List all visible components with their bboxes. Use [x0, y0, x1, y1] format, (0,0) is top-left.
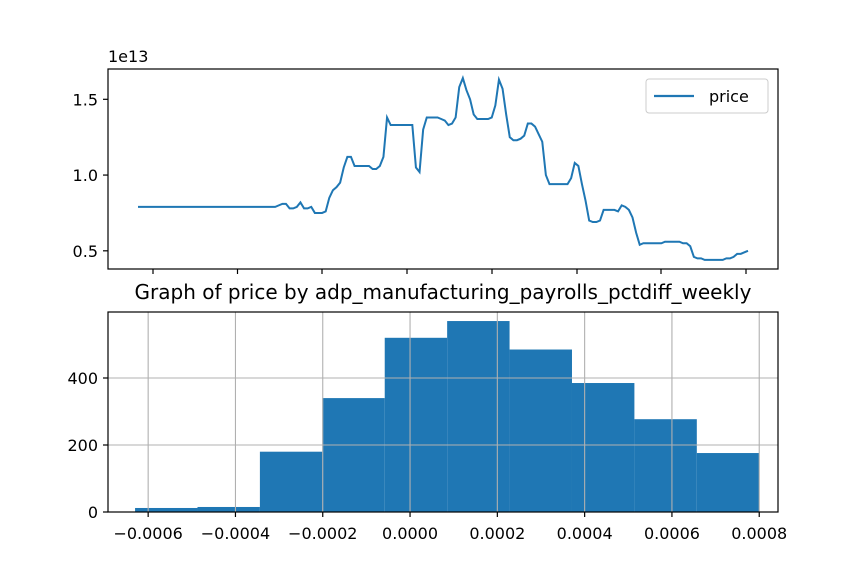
y-axis-offset-label: 1e13 — [108, 47, 148, 66]
histogram-bar — [135, 507, 198, 512]
histogram-y-tick-label: 200 — [67, 436, 98, 455]
histogram-x-tick-label: 0.0000 — [382, 524, 438, 543]
histogram-bar — [197, 506, 260, 512]
line-chart-y-ticks: 0.5 1.0 1.5 — [73, 90, 108, 261]
histogram-title: Graph of price by adp_manufacturing_payr… — [135, 280, 752, 304]
price-line-chart: 0.5 1.0 1.5 1e13 price — [73, 47, 779, 274]
histogram-bar — [696, 453, 760, 512]
histogram-x-tick-label: −0.0002 — [288, 524, 357, 543]
histogram-bar — [634, 419, 697, 512]
histogram-x-tick-label: 0.0006 — [644, 524, 700, 543]
histogram-y-tick-label: 0 — [88, 503, 98, 522]
histogram-bar — [259, 451, 323, 512]
histogram-x-ticks: −0.0006 −0.0004 −0.0002 0.0000 0.0002 0.0004 0… — [113, 512, 787, 543]
histogram-bar — [322, 398, 385, 512]
histogram-x-tick-label: 0.0008 — [731, 524, 787, 543]
histogram-bar — [447, 321, 510, 512]
histogram-bar — [571, 383, 635, 512]
legend-box — [645, 78, 769, 114]
histogram-bar — [384, 337, 448, 512]
histogram-x-tick-label: −0.0006 — [113, 524, 182, 543]
histogram-x-tick-label: 0.0002 — [469, 524, 525, 543]
histogram-bar — [509, 349, 572, 512]
line-y-tick-label: 1.5 — [73, 90, 98, 109]
histogram-x-tick-label: −0.0004 — [201, 524, 270, 543]
price-series-line — [138, 75, 749, 261]
legend-label-price: price — [709, 87, 749, 106]
histogram-chart: Graph of price by adp_manufacturing_payr… — [67, 280, 787, 543]
line-chart-frame — [107, 68, 779, 270]
histogram-y-ticks: 0 200 400 — [67, 369, 108, 522]
histogram-bars — [135, 321, 760, 512]
line-y-tick-label: 1.0 — [73, 166, 98, 185]
legend: price — [645, 78, 769, 114]
line-y-tick-label: 0.5 — [73, 242, 98, 261]
histogram-x-tick-label: 0.0004 — [557, 524, 613, 543]
histogram-frame — [107, 311, 779, 513]
histogram-y-tick-label: 400 — [67, 369, 98, 388]
line-chart-x-ticks — [152, 269, 747, 274]
